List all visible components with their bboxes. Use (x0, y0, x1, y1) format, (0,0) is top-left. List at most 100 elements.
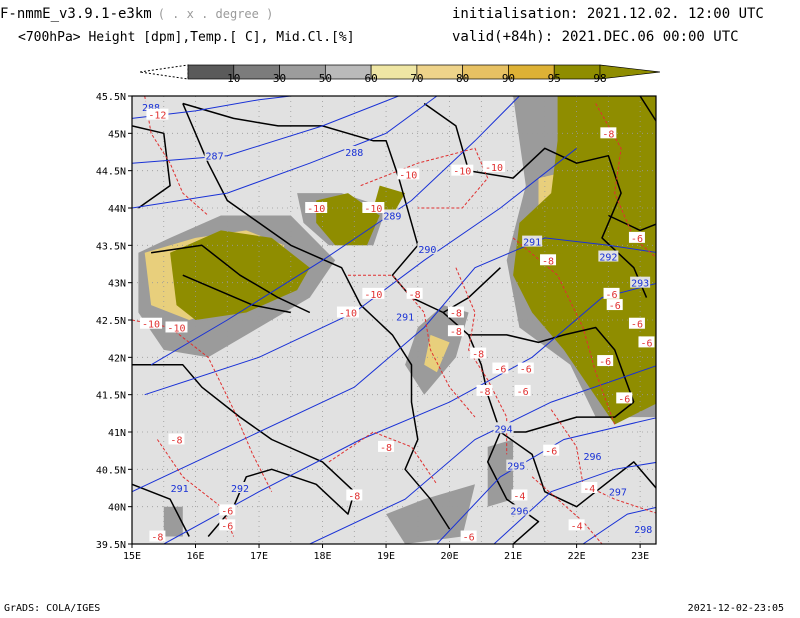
height-contour-line (132, 96, 401, 164)
temperature-label-box (638, 336, 655, 348)
temperature-label-box (603, 287, 620, 299)
temperature-label: -4 (513, 491, 525, 502)
temperature-label-box (397, 168, 420, 180)
border-line (639, 96, 656, 123)
height-label: 298 (634, 525, 652, 536)
lon-label: 20E (441, 551, 459, 562)
temperature-label-box (406, 287, 423, 299)
cloud-area-grey (386, 484, 475, 544)
temperature-label-box (165, 321, 188, 333)
colorbar-tick-label: 10 (227, 72, 241, 85)
height-label-box (506, 459, 527, 471)
colorbar-labels: 10 30 50 60 70 80 90 95 98 (0, 72, 800, 88)
lat-label: 43.5N (96, 241, 126, 252)
height-label-box (382, 209, 403, 221)
temperature-label: -10 (364, 290, 382, 301)
lat-label: 45N (108, 129, 126, 140)
temperature-contour-line (360, 147, 489, 209)
lon-label: 22E (568, 551, 586, 562)
temperature-label-box (140, 317, 163, 329)
temperature-label-box (149, 530, 166, 542)
model-name: F-nmmE_v3.9.1-e3km (0, 6, 152, 22)
temperature-label: -10 (453, 167, 471, 178)
temperature-label: -10 (485, 163, 503, 174)
temperature-label-box (476, 384, 493, 396)
temperature-label: -6 (631, 234, 643, 245)
height-label: 291 (396, 312, 414, 323)
temperature-label: -4 (583, 484, 595, 495)
temperature-label: -8 (478, 387, 490, 398)
height-label: 296 (510, 506, 528, 517)
temperature-label: -6 (631, 320, 643, 331)
colorbar-tick-label: 90 (501, 72, 516, 85)
temperature-label-box (362, 287, 385, 299)
border-line (468, 326, 635, 403)
height-label-box (204, 149, 225, 161)
temperature-label-box (511, 489, 528, 501)
temperature-label-box (378, 440, 395, 452)
map-axes: 15E 16E 17E 18E 19E 20E 21E 22E 23E 45.5N 45N 44.5N… (96, 92, 649, 562)
temperature-label-box (600, 127, 617, 139)
lon-label: 19E (377, 551, 395, 562)
lat-label: 44.5N (96, 167, 126, 178)
temperature-label: -6 (517, 387, 529, 398)
height-contour-line (150, 96, 520, 366)
temperature-label: -8 (450, 327, 462, 338)
temperature-label: -6 (545, 447, 557, 458)
height-label-box (493, 422, 514, 434)
height-label-box (395, 310, 416, 322)
height-label: 289 (383, 211, 401, 222)
temperature-label-box (517, 362, 534, 374)
height-label-box (417, 243, 438, 255)
temperature-label-box (451, 164, 474, 176)
map-panel: 2872882882892902912912922932942952962962… (0, 88, 800, 568)
temperature-label: -10 (399, 170, 417, 181)
temperature-label-box (447, 306, 464, 318)
height-label: 292 (599, 253, 617, 264)
lon-label: 16E (186, 551, 204, 562)
height-label-box (344, 146, 365, 157)
height-label: 296 (583, 452, 601, 463)
temperature-label-box (362, 202, 385, 213)
height-label: 294 (495, 424, 513, 435)
temperature-contour-line (512, 237, 616, 425)
border-line (132, 125, 171, 209)
temperature-contour-line (156, 439, 235, 537)
height-label: 292 (231, 484, 249, 495)
temperature-label-box (492, 362, 509, 374)
lat-label: 42.5N (96, 316, 126, 327)
temperature-label-box (616, 392, 633, 404)
unit-hint: ( . x . degree ) (157, 7, 274, 21)
colorbar-low-arrow (140, 64, 189, 80)
temperature-label: -10 (339, 309, 357, 320)
temperature-label: -6 (606, 290, 618, 301)
lat-label: 44N (108, 204, 126, 215)
temperature-label: -4 (571, 521, 583, 532)
temperature-label: -10 (142, 320, 160, 331)
lat-label: 41N (108, 428, 126, 439)
height-contour-line (163, 283, 656, 544)
temperature-contour-line (348, 274, 476, 418)
height-label-box (229, 482, 250, 493)
temperature-label: -8 (348, 491, 360, 502)
border-line (182, 103, 451, 530)
temperature-label-box (305, 202, 328, 213)
weather-map: 2872882882892902912912922932942952962962… (96, 92, 657, 562)
height-label: 297 (609, 488, 627, 499)
border-line (182, 274, 291, 314)
temperature-label: -6 (463, 533, 475, 544)
lat-label: 39.5N (96, 540, 126, 551)
height-contour-line (144, 147, 577, 396)
cloud-area-mid (424, 334, 450, 373)
temperature-label-box (470, 347, 487, 359)
temperature-label: -12 (148, 111, 166, 122)
height-label-box (141, 101, 162, 113)
temperature-label-box (581, 482, 598, 493)
height-label: 287 (206, 152, 224, 163)
cloud-area-grey (487, 439, 514, 507)
initialisation-time: initialisation: 2021.12.02. 12:00 UTC (452, 6, 764, 22)
temperature-label-box (346, 489, 363, 501)
valid-time: valid(+84h): 2021.DEC.06 00:00 UTC (452, 29, 739, 45)
height-label-box (522, 235, 543, 247)
footer-credit: GrADS: COLA/IGES (4, 603, 101, 614)
